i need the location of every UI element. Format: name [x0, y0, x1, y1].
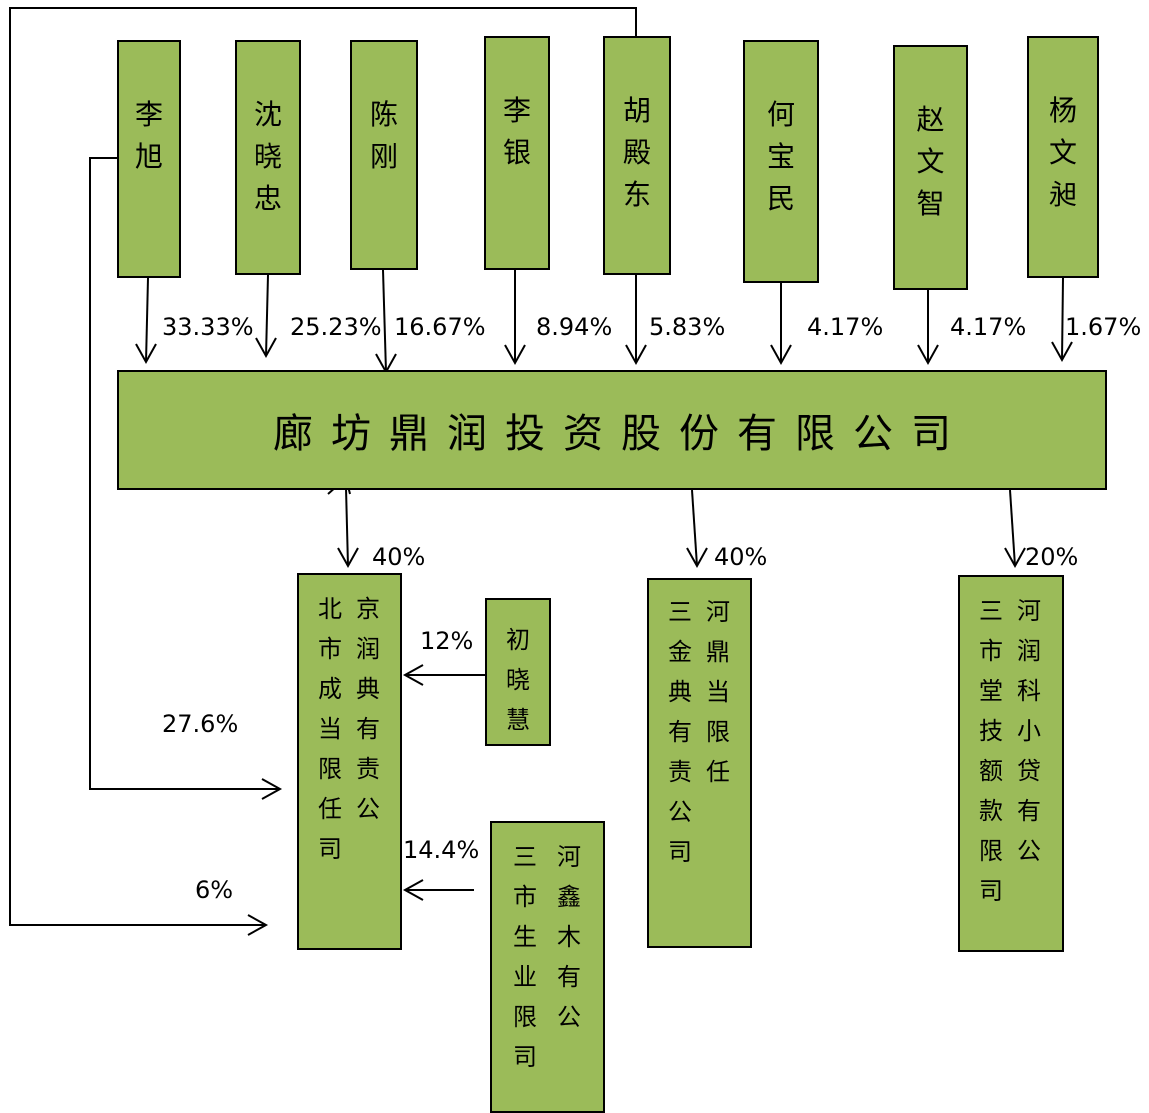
shareholder-box-zhao-wenzhi: 赵文智 [893, 45, 968, 290]
pct-sanhe-runtang: 20% [1025, 543, 1079, 571]
pct-he-baomin: 4.17% [807, 313, 884, 341]
main-company-name: 廊坊鼎润投资股份有限公司 [273, 411, 969, 457]
pct-chu-xiaohui: 12% [420, 627, 474, 655]
subsidiary-col-1: 北市成当限任司 [318, 595, 342, 863]
subsidiary-col-1: 三金典有责公司 [668, 598, 692, 866]
shareholder-name: 陈刚 [369, 98, 398, 173]
subsidiary-box-sanhe-runtang: 三市堂技额款限司 河润科小贷有公 [958, 575, 1064, 952]
pct-shen-xiaozhong: 25.23% [290, 313, 382, 341]
shareholder-name: 何宝民 [766, 98, 795, 215]
pct-chen-gang-to-beijing: 6% [195, 876, 234, 904]
pct-hebei-sanhe-xinsheng: 14.4% [403, 836, 480, 864]
shareholder-name: 杨文昶 [1048, 94, 1077, 211]
subsidiary-box-beijing: 北市成当限任司 京润典有责公 [297, 573, 402, 950]
shareholder-box-yang-wenchang: 杨文昶 [1027, 36, 1099, 278]
shareholder-box-chen-gang: 陈刚 [350, 40, 418, 270]
subsidiary-col-2: 河鼎当限任 [706, 598, 730, 786]
pct-zhao-wenzhi: 4.17% [950, 313, 1027, 341]
shareholder-box-li-xu: 李旭 [117, 40, 181, 278]
pct-beijing: 40% [372, 543, 426, 571]
shareholder-box-li-yin: 李银 [484, 36, 550, 270]
shareholder-name: 胡殿东 [622, 94, 651, 211]
shareholder-name: 李旭 [134, 98, 163, 173]
shareholder-name: 李银 [502, 94, 531, 169]
subsidiary-col-2: 河润科小贷有公 [1017, 597, 1041, 865]
shareholder-box-he-baomin: 何宝民 [743, 40, 819, 283]
holder-box-chu-xiaohui: 初晓慧 [485, 598, 551, 746]
shareholder-box-hu-diandong: 胡殿东 [603, 36, 671, 275]
pct-hebei-sanhe-dingdang: 40% [714, 543, 768, 571]
pct-li-xu: 33.33% [162, 313, 254, 341]
pct-yang-wenchang: 1.67% [1065, 313, 1142, 341]
pct-chen-gang: 16.67% [394, 313, 486, 341]
pct-li-xu-to-beijing: 27.6% [162, 710, 239, 738]
holder-box-hebei-sanhe-xinsheng: 三市生业限司 河鑫木有公 [490, 821, 605, 1113]
holder-name: 初晓慧 [505, 626, 530, 734]
main-company-box: 廊坊鼎润投资股份有限公司 [117, 370, 1107, 490]
subsidiary-col-1: 三市堂技额款限司 [979, 597, 1003, 905]
holder-col-2: 河鑫木有公 [557, 843, 581, 1031]
shareholder-name: 赵文智 [916, 103, 945, 220]
pct-li-yin: 8.94% [536, 313, 613, 341]
shareholder-box-shen-xiaozhong: 沈晓忠 [235, 40, 301, 275]
shareholder-name: 沈晓忠 [253, 98, 282, 215]
holder-col-1: 三市生业限司 [513, 843, 537, 1071]
pct-hu-diandong: 5.83% [649, 313, 726, 341]
subsidiary-box-sanhe-dingdang: 三金典有责公司 河鼎当限任 [647, 578, 752, 948]
subsidiary-col-2: 京润典有责公 [356, 595, 380, 823]
